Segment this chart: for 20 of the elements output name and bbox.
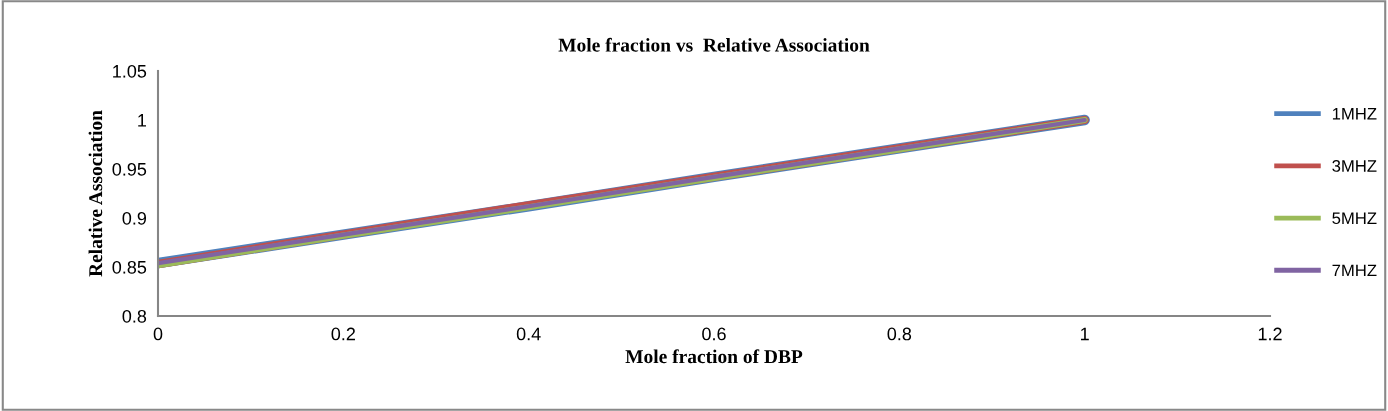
legend-label: 5MHZ [1332,212,1377,225]
x-tick-label: 0.4 [516,327,541,341]
x-tick-label: 0.8 [887,327,912,341]
y-tick-label: 0.8 [122,309,147,323]
y-tick-label: 1.05 [113,64,147,78]
legend-label: 7MHZ [1332,264,1377,277]
x-tick-label: 1 [1081,327,1089,341]
y-tick-label: 0.85 [112,260,147,274]
y-tick-label: 0.95 [112,162,147,176]
y-tick-label: 1 [138,114,147,127]
y-tick-label: 0.9 [122,211,147,225]
x-tick-label: 0.2 [331,327,355,341]
legend-label: 3MHZ [1332,160,1377,172]
x-tick-label: 0.6 [702,327,726,341]
x-tick-label: 1.2 [1258,327,1282,341]
chart-title: Mole fraction vs Relative Association [558,37,870,52]
y-axis-title: Relative Association [88,110,103,277]
x-axis-title: Mole fraction of DBP [625,349,803,364]
legend-label: 1MHZ [1332,108,1377,120]
x-tick-label: 0 [153,327,163,341]
